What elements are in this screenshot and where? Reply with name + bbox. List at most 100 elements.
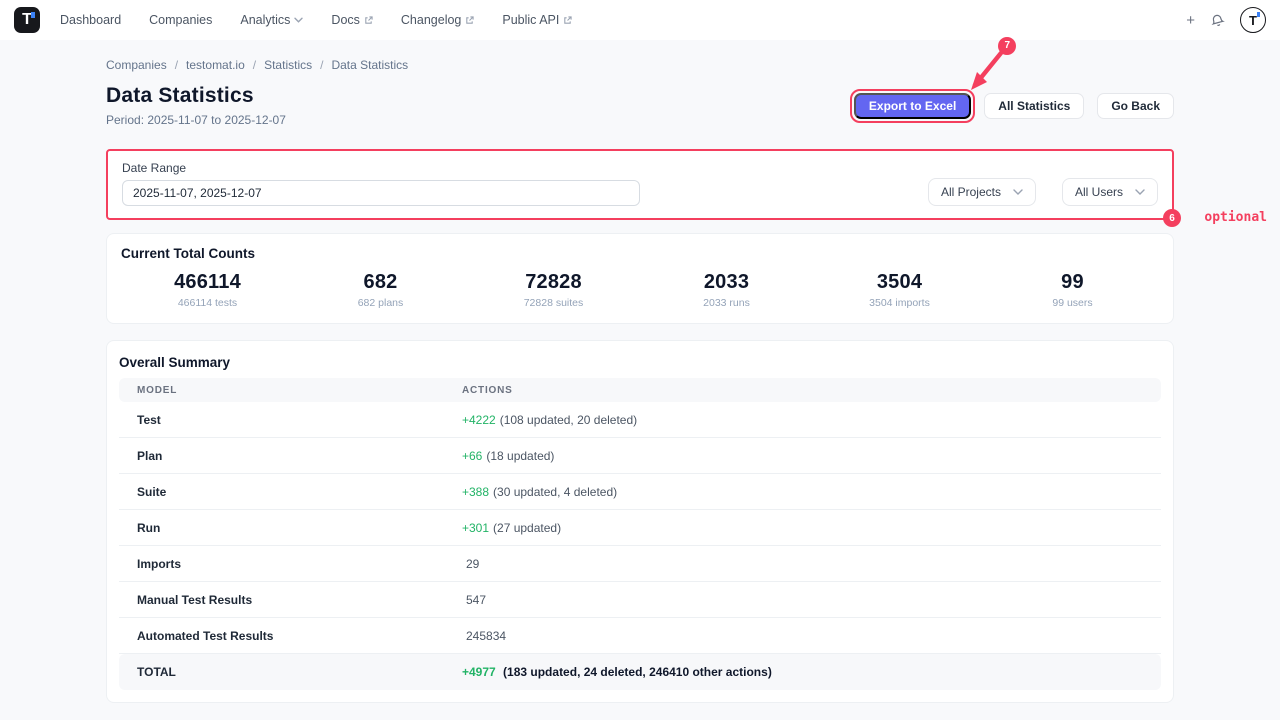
nav-item-companies[interactable]: Companies xyxy=(149,13,212,27)
nav-item-label: Analytics xyxy=(240,13,291,27)
avatar-accent xyxy=(1257,12,1260,17)
projects-select[interactable]: All Projects xyxy=(927,178,1036,206)
main-content: Companies / testomat.io / Statistics / D… xyxy=(106,36,1267,720)
user-avatar[interactable]: T xyxy=(1240,7,1266,33)
stat-label: 72828 suites xyxy=(523,297,584,309)
nav-item-changelog[interactable]: Changelog xyxy=(401,13,475,27)
top-navigation: T Dashboard Companies Analytics Docs Cha… xyxy=(0,0,1280,40)
nav-item-label: Docs xyxy=(331,13,360,27)
breadcrumb-separator: / xyxy=(252,58,257,72)
row-detail: (30 updated, 4 deleted) xyxy=(493,484,618,499)
go-back-button[interactable]: Go Back xyxy=(1097,92,1174,119)
projects-select-value: All Projects xyxy=(940,185,1001,199)
users-select-value: All Users xyxy=(1074,185,1123,199)
summary-table: MODEL ACTIONS Test +4222 (108 updated, 20… xyxy=(119,378,1161,690)
column-header-actions: ACTIONS xyxy=(462,384,513,396)
row-model: Imports xyxy=(137,556,182,571)
row-actions: 547 xyxy=(462,593,1161,607)
table-row: Automated Test Results 245834 xyxy=(119,618,1161,654)
users-select[interactable]: All Users xyxy=(1061,178,1158,206)
row-detail: (18 updated) xyxy=(486,448,555,463)
stat-label: 2033 runs xyxy=(703,297,750,309)
external-link-icon xyxy=(465,15,475,25)
notifications-icon[interactable] xyxy=(1208,11,1226,29)
table-row: Run +301 (27 updated) xyxy=(119,510,1161,546)
table-row: Imports 29 xyxy=(119,546,1161,582)
row-actions: 245834 xyxy=(462,629,1161,643)
filter-selects: All Projects All Users xyxy=(927,178,1158,206)
stat-label: 99 users xyxy=(1052,297,1093,309)
table-row: Test +4222 (108 updated, 20 deleted) xyxy=(119,402,1161,438)
table-total-row: TOTAL +4977 (183 updated, 24 deleted, 24… xyxy=(119,654,1161,690)
nav-item-label: Companies xyxy=(149,13,213,27)
breadcrumb: Companies / testomat.io / Statistics / D… xyxy=(106,58,1174,72)
summary-table-header: MODEL ACTIONS xyxy=(119,378,1161,402)
all-statistics-button[interactable]: All Statistics xyxy=(984,92,1085,119)
nav-links: Dashboard Companies Analytics Docs Chang… xyxy=(60,13,572,27)
row-model: Plan xyxy=(137,448,163,463)
export-to-excel-button[interactable]: Export to Excel xyxy=(853,92,972,119)
app-logo[interactable]: T xyxy=(14,7,40,33)
row-model: Suite xyxy=(137,484,167,499)
row-delta: +66 xyxy=(462,448,483,463)
breadcrumb-statistics[interactable]: Statistics xyxy=(264,58,313,72)
stat-item: 682 682 plans xyxy=(294,271,467,309)
page-title: Data Statistics xyxy=(106,84,254,107)
table-row: Manual Test Results 547 xyxy=(119,582,1161,618)
add-icon[interactable]: + xyxy=(1186,11,1195,29)
nav-item-analytics[interactable]: Analytics xyxy=(240,13,304,27)
total-actions: +4977 (183 updated, 24 deleted, 246410 o… xyxy=(462,665,1161,679)
stat-value: 99 xyxy=(1061,271,1084,293)
total-delta: +4977 xyxy=(462,665,496,679)
stat-item: 2033 2033 runs xyxy=(640,271,813,309)
stat-value: 3504 xyxy=(876,271,923,293)
row-detail: (108 updated, 20 deleted) xyxy=(499,412,638,427)
row-detail: 547 xyxy=(466,592,487,607)
date-range-input[interactable] xyxy=(122,180,640,206)
stat-value: 466114 xyxy=(174,271,241,293)
nav-right-actions: + T xyxy=(1186,7,1266,33)
filters-panel: Date Range All Projects All Users 6 opti… xyxy=(106,149,1267,227)
breadcrumb-current: Data Statistics xyxy=(331,58,409,72)
external-link-icon xyxy=(364,15,373,25)
annotation-optional-label: optional xyxy=(1204,210,1267,225)
row-model: Run xyxy=(137,520,161,535)
row-detail: (27 updated) xyxy=(493,520,562,535)
logo-accent xyxy=(31,12,35,18)
row-delta: +301 xyxy=(462,520,490,535)
external-link-icon xyxy=(563,15,572,25)
table-row: Plan +66 (18 updated) xyxy=(119,438,1161,474)
date-range-label: Date Range xyxy=(122,161,187,175)
row-actions: +301 (27 updated) xyxy=(462,521,1161,535)
row-actions: +388 (30 updated, 4 deleted) xyxy=(462,485,1161,499)
row-actions: 29 xyxy=(462,557,1161,571)
breadcrumb-company[interactable]: testomat.io xyxy=(186,58,245,72)
stat-item: 3504 3504 imports xyxy=(813,271,986,309)
app-logo-letter: T xyxy=(22,11,32,28)
breadcrumb-companies[interactable]: Companies xyxy=(106,58,167,72)
nav-item-dashboard[interactable]: Dashboard xyxy=(60,13,121,27)
nav-item-docs[interactable]: Docs xyxy=(331,13,373,27)
row-model: Test xyxy=(137,412,161,427)
header-buttons: Export to Excel 7 All Statistics Go Back xyxy=(849,36,1174,123)
stat-label: 3504 imports xyxy=(869,297,930,309)
total-detail: (183 updated, 24 deleted, 246410 other a… xyxy=(503,665,772,679)
row-actions: +4222 (108 updated, 20 deleted) xyxy=(462,413,1161,427)
chevron-down-icon xyxy=(1135,189,1145,195)
totals-grid: 466114 466114 tests 682 682 plans 72828 … xyxy=(121,271,1159,309)
breadcrumb-separator: / xyxy=(320,58,324,72)
stat-item: 99 99 users xyxy=(986,271,1159,309)
row-actions: +66 (18 updated) xyxy=(462,449,1161,463)
nav-item-public-api[interactable]: Public API xyxy=(502,13,572,27)
row-delta: +4222 xyxy=(462,412,496,427)
summary-heading: Overall Summary xyxy=(119,355,231,370)
chevron-down-icon xyxy=(1013,189,1023,195)
column-header-model: MODEL xyxy=(137,384,178,396)
row-detail: 29 xyxy=(466,556,480,571)
date-range-group: Date Range xyxy=(122,161,640,206)
page-header: Data Statistics Period: 2025-11-07 to 20… xyxy=(106,36,1174,127)
table-row: Suite +388 (30 updated, 4 deleted) xyxy=(119,474,1161,510)
period-subtitle: Period: 2025-11-07 to 2025-12-07 xyxy=(106,113,286,127)
avatar-letter: T xyxy=(1249,12,1257,28)
stat-value: 2033 xyxy=(703,271,750,293)
